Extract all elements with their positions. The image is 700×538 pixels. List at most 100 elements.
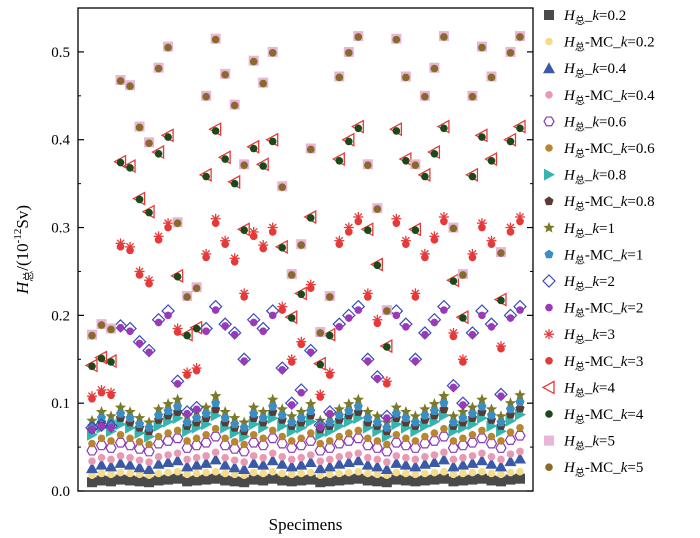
- data-point: [107, 470, 115, 479]
- data-point: [105, 443, 117, 453]
- data-point: [495, 443, 507, 453]
- legend-marker: [541, 380, 555, 395]
- legend-marker: [543, 221, 555, 233]
- data-point: [459, 434, 467, 443]
- data-point: [430, 468, 439, 477]
- data-point: [221, 434, 229, 443]
- legend-label: H总-MC_k=2: [563, 301, 643, 320]
- legend-label: H总_k=5: [563, 434, 615, 453]
- legend-label: H总-MC_k=0.6: [563, 141, 655, 160]
- data-point: [284, 396, 299, 411]
- data-point: [275, 361, 290, 375]
- data-point: [228, 412, 241, 423]
- data-point: [163, 474, 174, 485]
- x-axis-title: Specimens: [269, 515, 343, 534]
- data-point: [152, 438, 165, 449]
- data-point: [209, 390, 222, 402]
- data-point: [352, 393, 365, 405]
- data-point: [287, 417, 297, 427]
- data-point: [429, 474, 440, 485]
- data-point: [238, 463, 251, 475]
- data-point: [411, 161, 420, 169]
- data-point: [485, 438, 498, 449]
- data-point: [164, 133, 172, 141]
- data-point: [126, 246, 134, 255]
- data-point: [467, 474, 478, 485]
- data-point: [107, 358, 115, 366]
- data-point: [364, 226, 372, 234]
- legend-label: H总_k=0.2: [563, 8, 626, 27]
- data-point: [135, 456, 144, 465]
- data-point: [449, 455, 458, 464]
- data-point: [448, 417, 458, 427]
- data-point: [421, 452, 429, 461]
- data-point: [88, 439, 96, 448]
- y-axis-label: H总/(10-12Sv): [12, 205, 35, 295]
- data-point: [392, 452, 401, 460]
- data-point: [400, 405, 412, 417]
- legend-label: H总-MC_k=5: [563, 460, 643, 479]
- data-point: [497, 470, 505, 479]
- data-point: [370, 369, 385, 384]
- data-point: [325, 331, 334, 340]
- legend-item: H总-MC_k=4: [545, 407, 644, 426]
- data-point: [516, 217, 524, 226]
- data-point: [459, 358, 467, 366]
- data-point: [211, 448, 220, 457]
- series-17: [88, 33, 524, 340]
- data-point: [202, 172, 210, 181]
- data-point: [354, 306, 363, 314]
- data-point: [248, 474, 259, 485]
- data-point: [402, 469, 410, 478]
- data-point: [345, 48, 353, 57]
- data-point: [116, 452, 125, 460]
- data-point: [438, 431, 450, 442]
- data-point: [364, 469, 372, 478]
- data-point: [287, 401, 296, 409]
- data-point: [324, 443, 336, 453]
- data-point: [230, 179, 239, 188]
- data-point: [278, 306, 287, 314]
- axes: 0.0 0.1 0.2 0.3 0.4 0.5: [51, 7, 534, 500]
- data-point: [476, 393, 488, 405]
- data-point: [209, 431, 222, 442]
- data-point: [182, 417, 192, 427]
- data-point: [268, 48, 277, 57]
- data-point: [325, 371, 334, 379]
- data-point: [497, 455, 505, 464]
- data-point: [390, 456, 403, 468]
- series-15: [88, 124, 524, 371]
- data-point: [126, 82, 134, 90]
- data-point: [276, 403, 288, 415]
- data-point: [183, 293, 191, 301]
- data-point: [477, 401, 487, 411]
- data-point: [192, 434, 201, 443]
- data-point: [95, 440, 108, 451]
- data-point: [495, 476, 506, 487]
- data-point: [209, 453, 222, 465]
- data-point: [516, 124, 524, 133]
- data-point: [296, 475, 307, 486]
- data-point: [430, 236, 439, 244]
- data-point: [230, 101, 239, 110]
- data-point: [466, 401, 479, 413]
- data-point: [200, 401, 212, 413]
- data-point: [162, 398, 174, 409]
- data-point: [429, 406, 439, 415]
- data-point: [438, 473, 449, 484]
- data-point: [333, 457, 346, 469]
- data-point: [468, 92, 477, 101]
- data-point: [316, 439, 325, 448]
- data-point: [96, 475, 107, 486]
- data-point: [116, 468, 125, 477]
- data-point: [325, 437, 334, 445]
- data-point: [345, 451, 353, 459]
- data-point: [494, 387, 508, 402]
- data-point: [154, 432, 163, 441]
- data-point: [230, 419, 240, 429]
- data-point: [409, 410, 422, 422]
- data-point: [399, 458, 412, 470]
- data-point: [516, 33, 524, 41]
- data-point: [468, 452, 477, 460]
- data-point: [126, 453, 134, 462]
